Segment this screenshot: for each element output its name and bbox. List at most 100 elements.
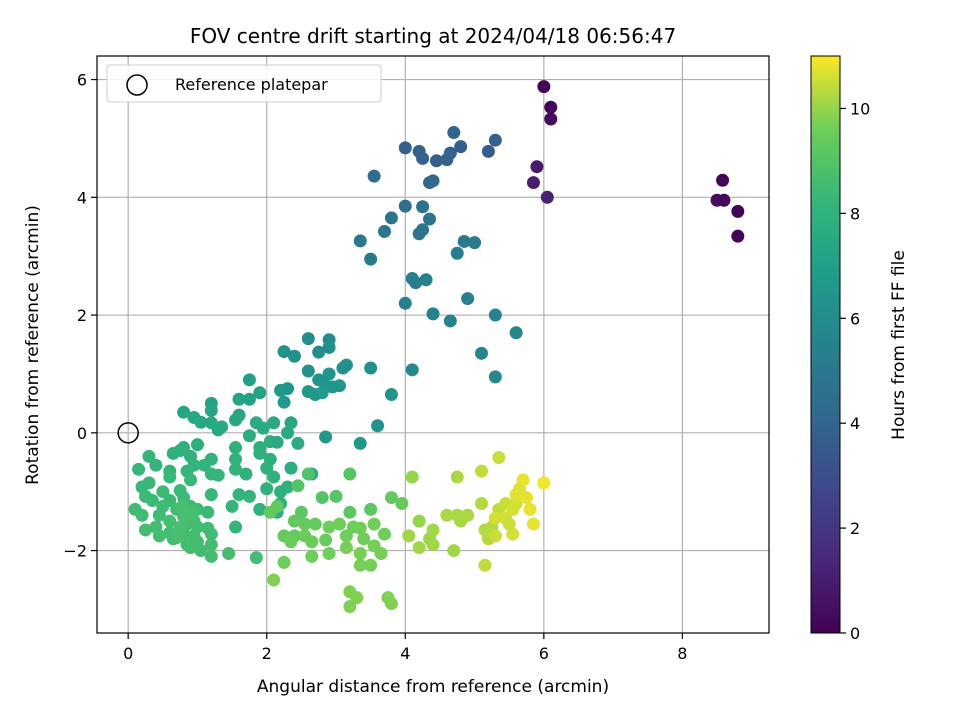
y-axis-ticks: −2 0 2 4 6 (63, 71, 97, 561)
data-point (384, 388, 398, 402)
data-point (319, 533, 333, 547)
data-point (537, 80, 551, 94)
data-point (461, 292, 475, 306)
data-point (364, 252, 378, 266)
data-point (281, 426, 295, 440)
legend: Reference platepar (106, 64, 382, 103)
data-point (353, 547, 367, 561)
data-point (384, 211, 398, 225)
data-point (138, 523, 152, 537)
data-point (184, 541, 198, 555)
data-point (717, 193, 731, 207)
data-point (204, 538, 218, 552)
colorbar-gradient (810, 55, 841, 634)
data-point (447, 544, 461, 558)
data-point (284, 535, 298, 549)
data-point (353, 558, 367, 572)
data-point (204, 403, 218, 417)
data-point (353, 436, 367, 450)
data-point (149, 458, 163, 472)
data-point (267, 416, 281, 430)
data-point (142, 449, 156, 463)
data-point (450, 246, 464, 260)
data-point (526, 176, 540, 190)
data-point (284, 461, 298, 475)
data-point (419, 273, 433, 287)
data-point (194, 415, 208, 429)
data-point (229, 441, 243, 455)
data-point (287, 514, 301, 528)
data-point (177, 405, 191, 419)
data-point (312, 345, 326, 359)
data-point (488, 511, 502, 525)
data-point (339, 541, 353, 555)
data-point (474, 464, 488, 478)
data-point (426, 523, 440, 537)
data-point (291, 479, 305, 493)
data-point (426, 538, 440, 552)
data-point (332, 379, 346, 393)
data-point (166, 446, 180, 460)
legend-box (106, 64, 382, 103)
data-point (398, 296, 412, 310)
data-point (544, 100, 558, 114)
data-point (267, 573, 281, 587)
y-axis-label: Rotation from reference (arcmin) (23, 205, 43, 485)
data-point (163, 514, 177, 528)
data-point (197, 458, 211, 472)
data-point (308, 517, 322, 531)
data-point (378, 224, 392, 238)
data-point (291, 436, 305, 450)
data-point (343, 600, 357, 614)
data-point (211, 468, 225, 482)
data-point (260, 482, 274, 496)
data-point (488, 529, 502, 543)
data-point (412, 227, 426, 241)
data-point (454, 140, 468, 154)
data-point (350, 591, 364, 605)
data-point (520, 491, 534, 505)
data-point (294, 505, 308, 519)
colorbar-tick-label: 8 (850, 204, 860, 223)
colorbar-tick-label: 0 (850, 624, 860, 643)
x-tick-label: 8 (677, 644, 687, 663)
data-point (256, 421, 270, 435)
data-point (156, 485, 170, 499)
data-point (329, 489, 343, 503)
data-point (242, 392, 256, 406)
data-point (305, 535, 319, 549)
x-tick-label: 2 (262, 644, 272, 663)
data-point (225, 499, 239, 513)
colorbar-tick-label: 10 (850, 99, 870, 118)
data-point (242, 373, 256, 387)
data-point (423, 212, 437, 226)
data-point (353, 521, 367, 535)
data-point (461, 508, 475, 522)
data-point (516, 473, 530, 487)
data-point (450, 470, 464, 484)
data-point (478, 558, 492, 572)
data-point (163, 470, 177, 484)
data-point (398, 199, 412, 213)
data-point (190, 438, 204, 452)
data-points (128, 80, 745, 614)
colorbar-ticks: 0 2 4 6 8 10 (840, 99, 870, 643)
data-point (343, 467, 357, 481)
data-point (270, 435, 284, 449)
data-point (201, 505, 215, 519)
colorbar: 0 2 4 6 8 10 Hours from first FF file (810, 55, 909, 643)
data-point (315, 491, 329, 505)
data-point (731, 204, 745, 218)
data-point (152, 508, 166, 522)
data-point (492, 451, 506, 465)
data-point (502, 517, 516, 531)
data-point (523, 502, 537, 516)
data-point (301, 364, 315, 378)
data-point (274, 383, 288, 397)
data-point (364, 558, 378, 572)
data-point (364, 361, 378, 375)
data-point (184, 473, 198, 487)
data-point (194, 544, 208, 558)
data-point (339, 358, 353, 372)
colorbar-tick-label: 6 (850, 309, 860, 328)
